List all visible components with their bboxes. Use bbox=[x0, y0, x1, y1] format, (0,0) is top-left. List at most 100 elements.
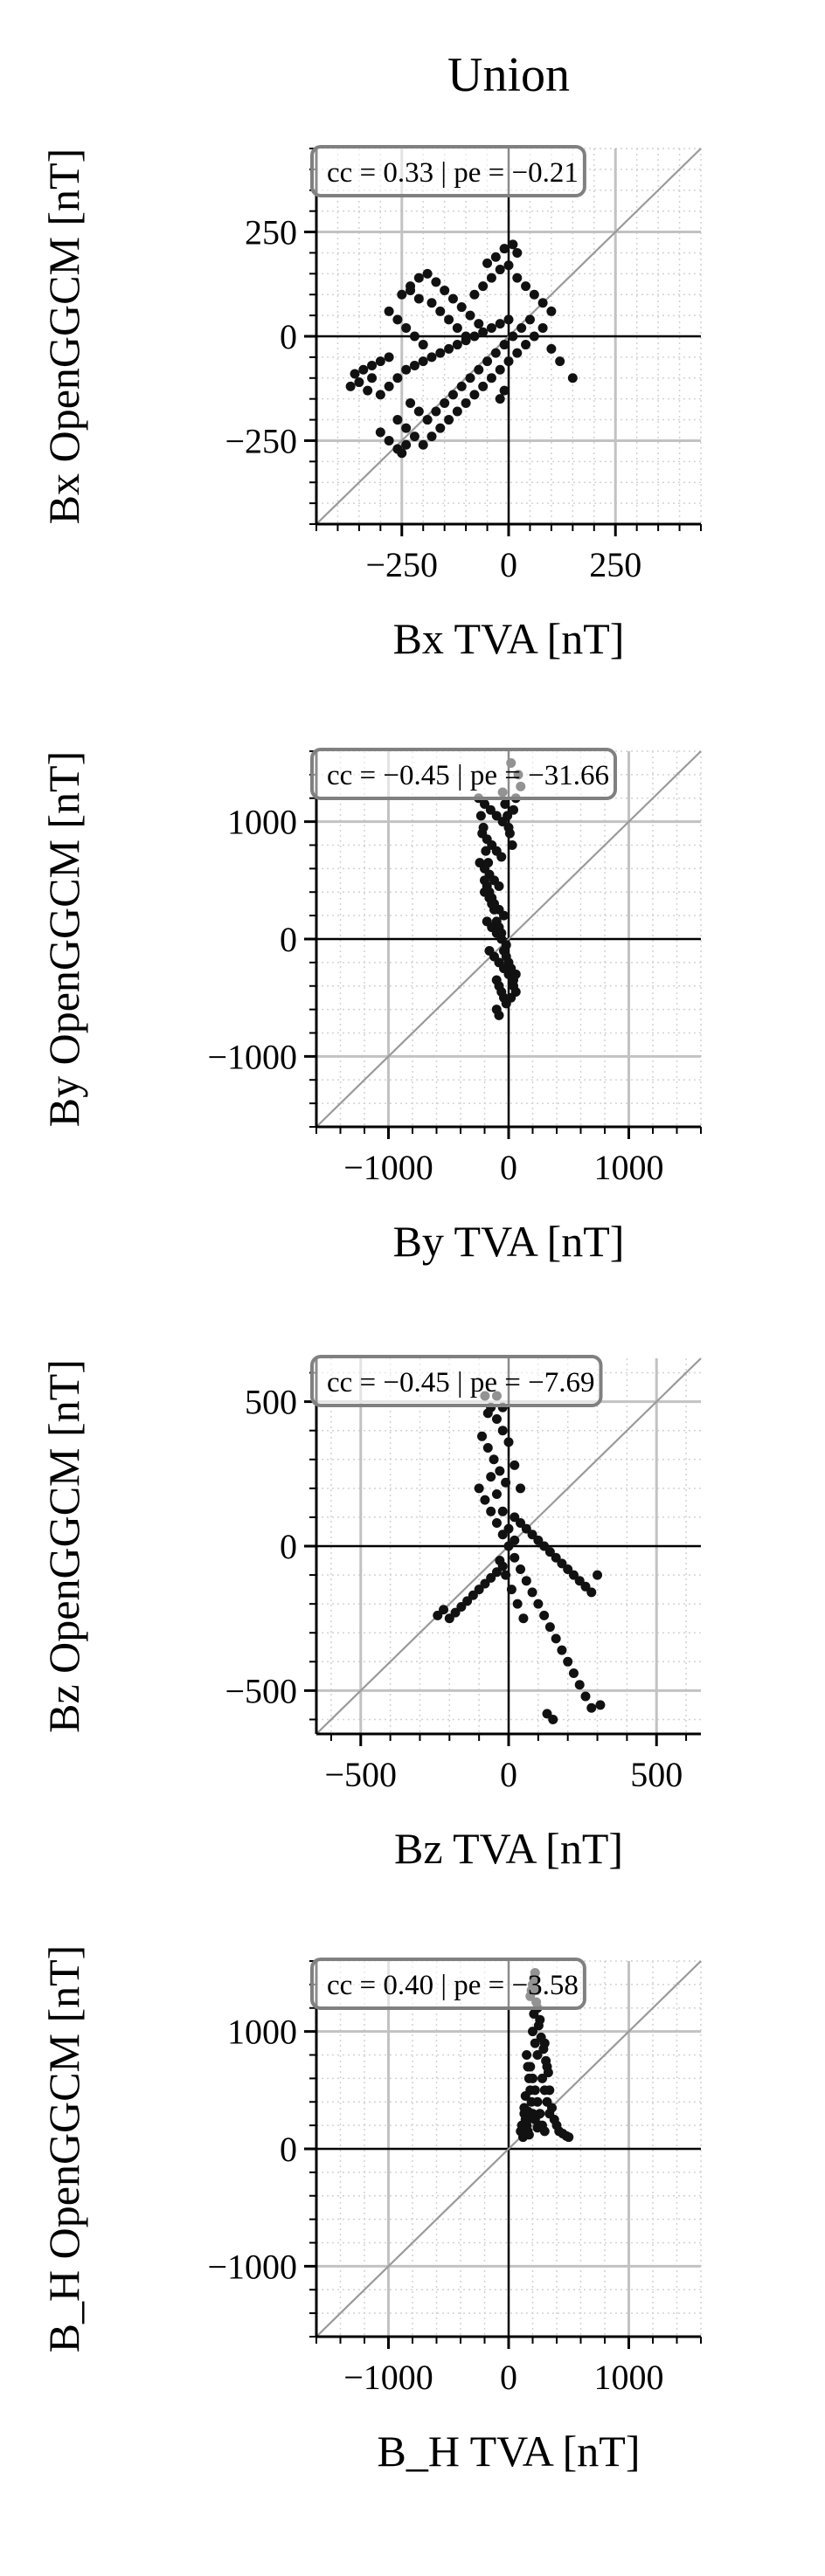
data-point bbox=[426, 352, 437, 363]
data-point bbox=[401, 364, 412, 375]
stats-annotation-box bbox=[310, 1958, 586, 2010]
data-point bbox=[529, 289, 539, 300]
data-point bbox=[508, 331, 518, 342]
y-tick-label: −500 bbox=[225, 1671, 297, 1710]
data-point bbox=[487, 899, 497, 909]
data-point bbox=[537, 2073, 547, 2083]
data-point bbox=[539, 1541, 550, 1551]
data-point bbox=[401, 439, 412, 450]
data-point bbox=[506, 963, 516, 974]
data-point bbox=[486, 1506, 496, 1516]
data-point bbox=[354, 377, 364, 388]
data-point bbox=[486, 1572, 496, 1583]
data-point bbox=[486, 373, 496, 383]
data-point bbox=[495, 265, 505, 275]
panels-container: −250 0 250 −250 0 250 Bx TVA [nT] Bx OpenGGCM [… bbox=[39, 145, 702, 2476]
data-point bbox=[482, 356, 493, 367]
data-point bbox=[538, 2044, 549, 2055]
data-point bbox=[491, 1518, 502, 1529]
data-point bbox=[557, 1558, 567, 1569]
x-tick-label: 500 bbox=[630, 1755, 683, 1794]
data-point bbox=[444, 1613, 454, 1624]
data-point bbox=[474, 1483, 484, 1494]
data-point bbox=[489, 1454, 499, 1465]
y-tick-label: 0 bbox=[280, 317, 297, 356]
y-tick-label: 500 bbox=[245, 1383, 297, 1422]
x-tick-label: −1000 bbox=[343, 2358, 433, 2397]
data-point bbox=[431, 277, 441, 287]
data-point bbox=[480, 1495, 490, 1505]
data-point bbox=[490, 348, 501, 358]
data-point bbox=[595, 1700, 606, 1710]
data-point bbox=[475, 811, 486, 821]
data-point bbox=[496, 928, 507, 938]
stats-annotation-text: cc = −0.45 | pe = −7.69 bbox=[327, 1367, 595, 1398]
data-point bbox=[520, 2091, 530, 2102]
data-point bbox=[469, 289, 480, 300]
data-point bbox=[499, 340, 510, 350]
data-point bbox=[495, 364, 505, 375]
data-point bbox=[503, 1541, 514, 1551]
data-point bbox=[567, 373, 578, 383]
data-point bbox=[521, 281, 531, 292]
data-point bbox=[375, 390, 385, 400]
data-point bbox=[375, 356, 385, 367]
data-point bbox=[509, 805, 518, 815]
data-point bbox=[516, 1483, 526, 1494]
data-point bbox=[563, 1656, 573, 1667]
y-tick-label: 0 bbox=[280, 2130, 297, 2169]
x-tick-label: 1000 bbox=[594, 2358, 664, 2397]
x-tick-label: 1000 bbox=[594, 1148, 664, 1187]
data-point bbox=[530, 2038, 540, 2048]
data-point bbox=[551, 1552, 561, 1563]
data-point bbox=[480, 798, 489, 809]
scatter-panel-1: −250 0 250 −250 0 250 Bx TVA [nT] Bx OpenGGCM [… bbox=[39, 145, 702, 663]
data-point bbox=[481, 846, 491, 856]
data-point bbox=[527, 1587, 537, 1598]
data-point bbox=[444, 415, 454, 425]
y-axis-label: Bz OpenGGCM [nT] bbox=[39, 1359, 88, 1733]
data-point bbox=[439, 1605, 449, 1615]
data-point bbox=[557, 1645, 567, 1655]
data-point bbox=[409, 360, 419, 370]
data-point bbox=[496, 852, 507, 862]
x-tick-label: 0 bbox=[500, 1755, 517, 1794]
data-point bbox=[510, 1512, 520, 1523]
data-point bbox=[542, 1709, 552, 1719]
x-tick-label: −1000 bbox=[343, 1148, 433, 1187]
data-point bbox=[447, 390, 458, 400]
y-tick-label: 0 bbox=[280, 920, 297, 959]
data-point bbox=[384, 381, 394, 391]
data-point bbox=[542, 2096, 552, 2107]
stats-annotation: cc = −0.45 | pe = −31.66 bbox=[310, 748, 617, 800]
data-point bbox=[406, 285, 416, 295]
data-point bbox=[528, 2027, 537, 2037]
data-point bbox=[532, 2050, 543, 2060]
x-axis-label: Bz TVA [nT] bbox=[394, 1824, 623, 1873]
data-point bbox=[478, 281, 489, 292]
data-point bbox=[533, 1599, 544, 1609]
data-point bbox=[510, 986, 521, 997]
data-point bbox=[541, 2055, 551, 2066]
data-point bbox=[499, 385, 510, 396]
data-point bbox=[523, 2061, 533, 2072]
data-point bbox=[574, 1576, 585, 1586]
data-point bbox=[433, 1610, 443, 1620]
data-point bbox=[523, 2073, 534, 2083]
data-points bbox=[474, 757, 526, 1020]
data-point bbox=[508, 239, 518, 250]
data-point bbox=[363, 385, 373, 396]
data-point bbox=[478, 381, 489, 391]
data-point bbox=[491, 811, 502, 821]
data-point bbox=[524, 314, 535, 325]
data-point bbox=[516, 1518, 526, 1529]
data-point bbox=[426, 298, 437, 308]
data-point bbox=[512, 247, 523, 258]
data-point bbox=[495, 394, 505, 404]
diagonal-line bbox=[315, 750, 702, 1128]
data-point bbox=[521, 1523, 531, 1534]
stats-annotation-text: cc = −0.45 | pe = −31.66 bbox=[327, 760, 609, 791]
data-point bbox=[533, 2020, 544, 2031]
